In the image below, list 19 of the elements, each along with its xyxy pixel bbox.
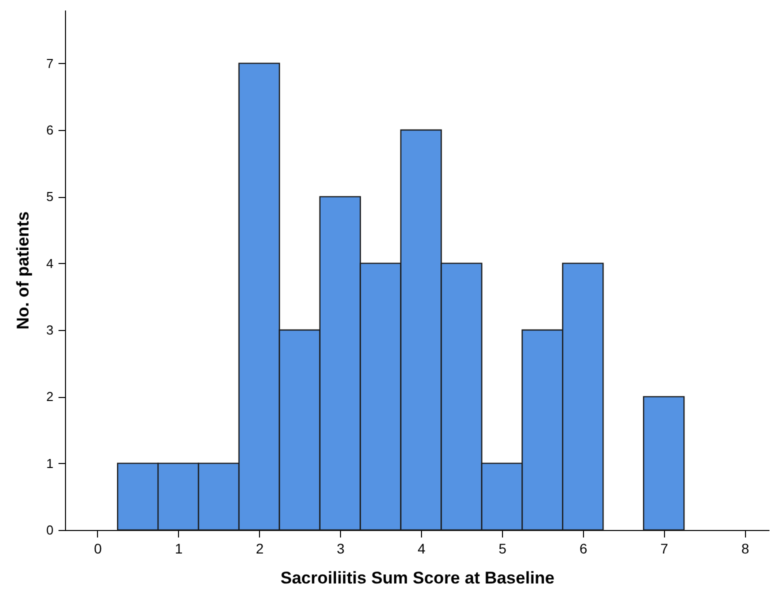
y-axis-title: No. of patients xyxy=(13,211,32,330)
y-tick-label: 3 xyxy=(46,322,54,338)
x-tick-label: 8 xyxy=(741,540,750,556)
x-tick-label: 6 xyxy=(579,540,588,556)
x-tick-label: 1 xyxy=(174,540,183,556)
x-tick-label: 3 xyxy=(336,540,345,556)
y-tick-label: 7 xyxy=(46,56,54,71)
y-tick-label: 4 xyxy=(46,256,54,271)
y-tick-label: 5 xyxy=(46,189,54,204)
x-axis-title: Sacroiliitis Sum Score at Baseline xyxy=(280,568,555,588)
y-tick-label: 0 xyxy=(46,522,54,538)
y-tick-label: 1 xyxy=(46,456,54,471)
x-tick-label: 7 xyxy=(660,540,668,556)
x-tick-label: 4 xyxy=(418,540,426,556)
y-tick-label: 6 xyxy=(46,122,54,138)
x-tick-label: 2 xyxy=(256,540,264,556)
x-tick-label: 0 xyxy=(94,540,102,556)
y-tick-label: 2 xyxy=(46,389,54,404)
x-tick-label: 5 xyxy=(498,540,507,556)
